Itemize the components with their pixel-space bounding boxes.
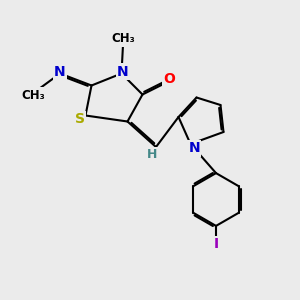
Text: H: H [147, 148, 158, 161]
Text: S: S [74, 112, 85, 126]
Text: I: I [213, 238, 219, 251]
Text: O: O [164, 72, 175, 86]
Text: CH₃: CH₃ [111, 32, 135, 46]
Text: N: N [117, 65, 129, 79]
Text: N: N [188, 142, 200, 155]
Text: N: N [54, 65, 66, 79]
Text: CH₃: CH₃ [21, 89, 45, 102]
